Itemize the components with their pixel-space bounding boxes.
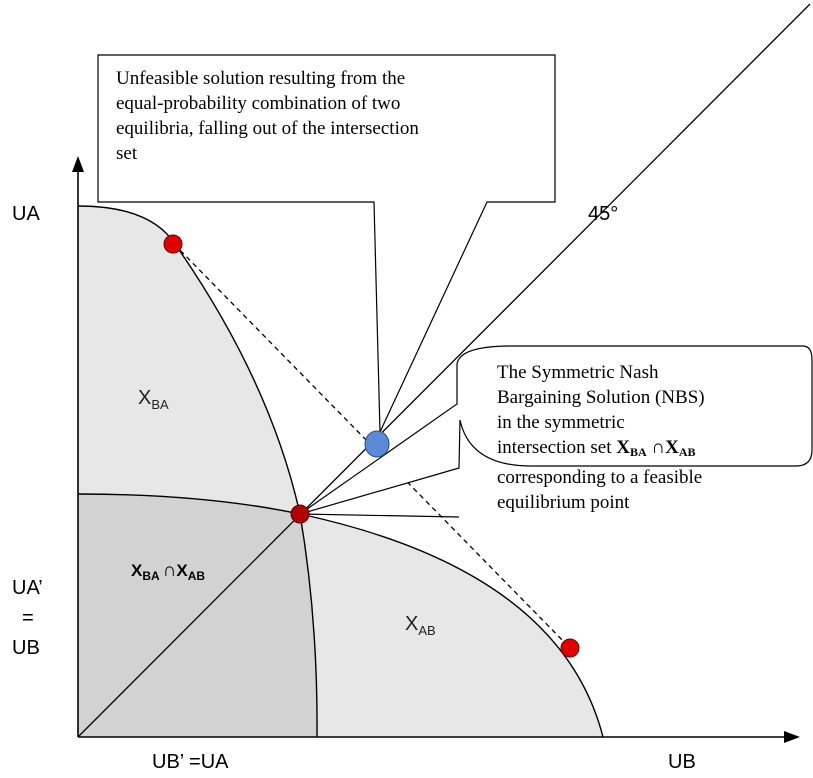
callout-nbs-line: equilibrium point [497,492,630,513]
y-axis-label: UA [12,203,40,225]
callout-nbs-line: in the symmetric [497,412,625,433]
callout-unfeasible-line: equal-probability combination of two [116,93,401,114]
region-intersection-label: XBA ∩XAB [131,560,205,583]
callout-nbs-prefix: intersection set [497,437,617,458]
frontier-x-ba [77,205,318,738]
callout-nbs-box [299,345,813,515]
callout-nbs-symbol: XBA ∩XAB [616,437,696,459]
callout-nbs-line: corresponding to a feasible [497,467,703,488]
callout-unfeasible-box [97,54,556,433]
callout-unfeasible-line: set [116,143,138,164]
callout-nbs-line: Bargaining Solution (NBS) [497,387,705,408]
callout-nbs-line: intersection set XBA ∩XAB [497,435,757,465]
equilibrium-point-upper [163,234,183,254]
callout-unfeasible-line: equilibria, falling out of the intersect… [116,118,419,139]
region-x-ba-label: XBA [138,387,169,412]
unfeasible-point [364,430,390,458]
callout-unfeasible-text: Unfeasible solution resulting from the e… [116,66,446,166]
callout-nbs-pointer [299,513,460,518]
y-mid-label-line2: = [22,607,34,629]
y-axis-arrow [72,156,84,172]
nbs-point [290,504,310,524]
equilibrium-point-lower [560,638,580,658]
callout-unfeasible-line: Unfeasible solution resulting from the [116,68,406,89]
x-axis-arrow [784,731,800,743]
y-mid-label-line3: UB [12,637,40,659]
line-45-degree [77,3,811,738]
angle-label: 45° [588,203,618,225]
y-mid-label-line1: UA’ [12,577,43,599]
callout-nbs-text: The Symmetric Nash Bargaining Solution (… [497,360,757,515]
region-x-ab-label: XAB [405,613,436,638]
callout-nbs-line: The Symmetric Nash [497,362,659,383]
x-mid-label: UB’ =UA [152,751,229,773]
x-axis-label: UB [668,751,696,773]
